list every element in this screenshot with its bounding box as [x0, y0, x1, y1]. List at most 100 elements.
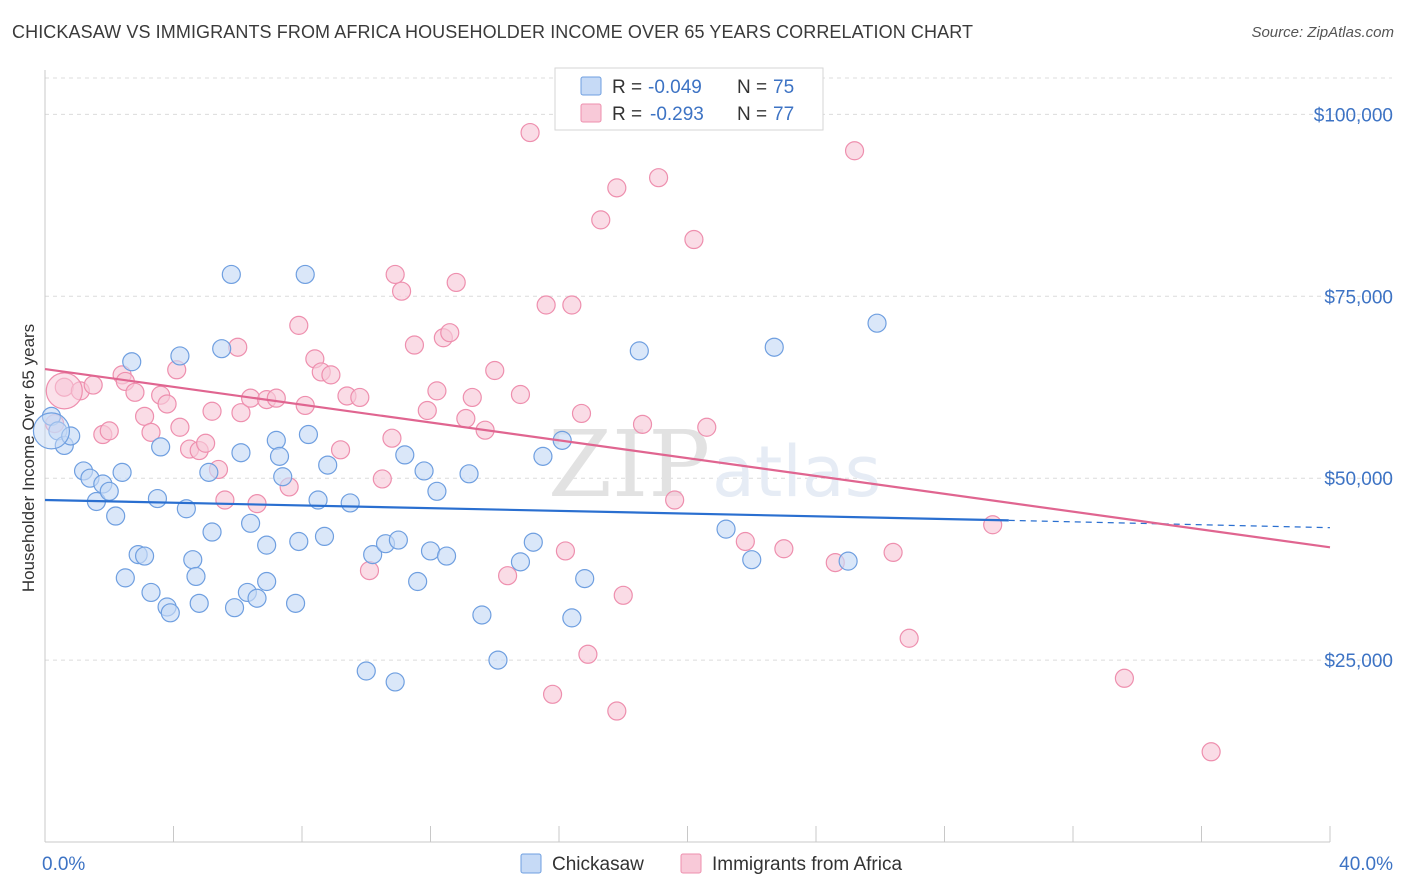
chickasaw-point — [151, 437, 171, 457]
africa-point — [774, 539, 794, 559]
chickasaw-point — [314, 526, 335, 547]
africa-point — [231, 403, 251, 423]
africa-point — [382, 428, 402, 448]
chickasaw-point — [112, 462, 132, 482]
chickasaw-point — [427, 481, 447, 501]
chickasaw-point — [408, 571, 428, 592]
legend-n-label-1: N = — [737, 77, 767, 98]
legend-n-value-2: 77 — [773, 104, 794, 125]
chickasaw-point — [224, 598, 245, 618]
chickasaw-point — [385, 672, 405, 692]
y-tick-label-3: $100,000 — [1314, 105, 1393, 126]
chickasaw-point — [160, 603, 180, 623]
y-tick-label-1: $50,000 — [1324, 469, 1393, 490]
africa-point — [215, 490, 235, 510]
chickasaw-point — [266, 430, 286, 450]
africa-point — [202, 401, 222, 421]
chickasaw-point — [436, 546, 457, 566]
chickasaw-point — [356, 661, 376, 681]
chickasaw-point — [395, 445, 415, 465]
chickasaw-point — [170, 346, 190, 366]
chickasaw-point — [867, 313, 887, 333]
chickasaw-point — [295, 264, 315, 285]
africa-point — [684, 229, 704, 250]
africa-point — [1114, 668, 1135, 688]
chickasaw-point — [176, 499, 196, 519]
series-africa-points — [45, 122, 1221, 762]
bottom-legend-swatch-africa — [680, 853, 702, 874]
africa-point — [372, 469, 392, 489]
chickasaw-point-large — [32, 412, 71, 450]
africa-point — [899, 628, 919, 648]
chickasaw-point — [629, 341, 649, 361]
africa-point — [697, 417, 717, 437]
chickasaw-point — [488, 650, 508, 670]
chickasaw-point — [106, 506, 126, 526]
trend-lines — [44, 367, 1331, 549]
africa-point — [427, 381, 447, 401]
chickasaw-point — [147, 488, 168, 509]
chickasaw-point — [533, 446, 553, 466]
chickasaw-point — [414, 461, 434, 481]
chickasaw-point — [257, 571, 277, 592]
africa-point — [536, 295, 556, 315]
chickasaw-point — [298, 424, 319, 445]
grid-lines — [45, 77, 1392, 661]
africa-point — [321, 365, 341, 385]
africa-point — [578, 644, 598, 664]
chickasaw-trend-line — [44, 498, 1009, 522]
chickasaw-point — [202, 522, 222, 542]
chickasaw-point — [189, 593, 209, 613]
legend: R = -0.049 N = 75 R = -0.293 N = 77 — [554, 67, 824, 131]
africa-point — [289, 315, 309, 335]
chickasaw-point — [134, 546, 155, 566]
chickasaw-point — [99, 481, 119, 501]
africa-point — [571, 403, 592, 424]
africa-point — [446, 272, 466, 293]
chickasaw-point — [716, 519, 736, 539]
africa-point — [83, 375, 103, 395]
africa-trend-line — [44, 367, 1331, 549]
chickasaw-point — [340, 493, 360, 513]
africa-point — [562, 295, 582, 315]
africa-point — [141, 422, 161, 442]
chickasaw-point — [115, 568, 135, 588]
africa-point — [99, 421, 119, 441]
chickasaw-point — [183, 550, 203, 570]
africa-point — [228, 337, 248, 357]
watermark-zip: ZIP — [548, 411, 710, 518]
africa-point — [591, 210, 611, 230]
africa-point — [883, 542, 903, 563]
legend-swatch-chickasaw — [580, 76, 602, 96]
chickasaw-point — [186, 566, 206, 587]
africa-point — [462, 387, 482, 408]
y-axis-label: Householder Income Over 65 years — [19, 324, 38, 592]
chickasaw-point — [257, 535, 277, 555]
africa-point — [542, 684, 563, 704]
chickasaw-point — [472, 605, 492, 625]
chickasaw-point — [247, 588, 267, 608]
chickasaw-point — [420, 541, 441, 561]
africa-point — [125, 382, 145, 402]
chickasaw-point — [575, 569, 595, 589]
legend-r-label-2: R = — [612, 104, 642, 125]
chickasaw-point — [318, 455, 338, 475]
africa-point — [456, 408, 476, 429]
chickasaw-point — [289, 531, 309, 552]
africa-point — [498, 566, 518, 586]
chickasaw-point — [510, 552, 531, 572]
legend-r-value-1: -0.049 — [648, 77, 702, 98]
chickasaw-point — [523, 532, 543, 552]
x-tick-label-0: 0.0% — [42, 854, 85, 875]
africa-point — [520, 122, 540, 143]
africa-point — [844, 141, 865, 161]
africa-point — [134, 406, 155, 426]
chickasaw-point — [764, 337, 784, 357]
chickasaw-point — [269, 446, 290, 466]
chickasaw-point — [141, 582, 161, 603]
africa-point — [404, 335, 425, 355]
africa-point — [607, 178, 627, 198]
africa-point — [607, 701, 627, 721]
legend-n-value-1: 75 — [773, 77, 794, 98]
africa-point — [665, 490, 685, 510]
